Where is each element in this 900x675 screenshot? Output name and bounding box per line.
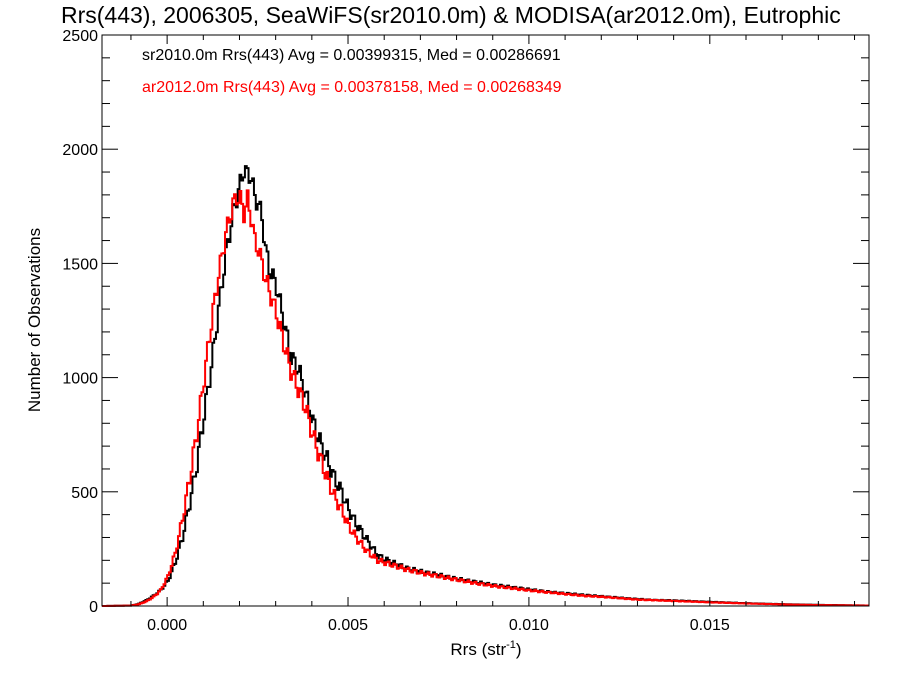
plot-layer [102,165,869,607]
x-tick-label: 0.015 [690,617,730,634]
legend-entry-sr2010: sr2010.0m Rrs(443) Avg = 0.00399315, Med… [142,47,561,64]
x-axis-label-sup: -1 [506,639,516,651]
plot-frame [101,34,870,607]
x-axis-label-close: ) [516,640,522,659]
legend: sr2010.0m Rrs(443) Avg = 0.00399315, Med… [142,47,562,96]
y-tick-label: 1500 [62,256,98,273]
y-axis: 0 500 1000 1500 2000 2500 [62,28,869,616]
y-tick-label: 500 [71,485,98,502]
x-axis-label: Rrs (str-1) [450,639,521,659]
x-tick-label: 0.010 [509,617,549,634]
series-line-sr2010 [102,165,869,607]
y-tick-label: 2000 [62,142,98,159]
x-axis: 0.000 0.005 0.010 0.015 [130,35,856,634]
series-line-ar2012 [102,189,869,607]
y-axis-label: Number of Observations [25,228,44,412]
x-axis-label-main: Rrs (str [450,640,506,659]
chart-title: Rrs(443), 2006305, SeaWiFS(sr2010.0m) & … [61,2,841,28]
y-tick-label: 2500 [62,28,98,45]
y-tick-label: 0 [89,599,98,616]
legend-entry-ar2012: ar2012.0m Rrs(443) Avg = 0.00378158, Med… [142,79,562,96]
x-tick-label: 0.005 [328,617,368,634]
x-tick-label: 0.000 [147,617,187,634]
y-tick-label: 1000 [62,371,98,388]
